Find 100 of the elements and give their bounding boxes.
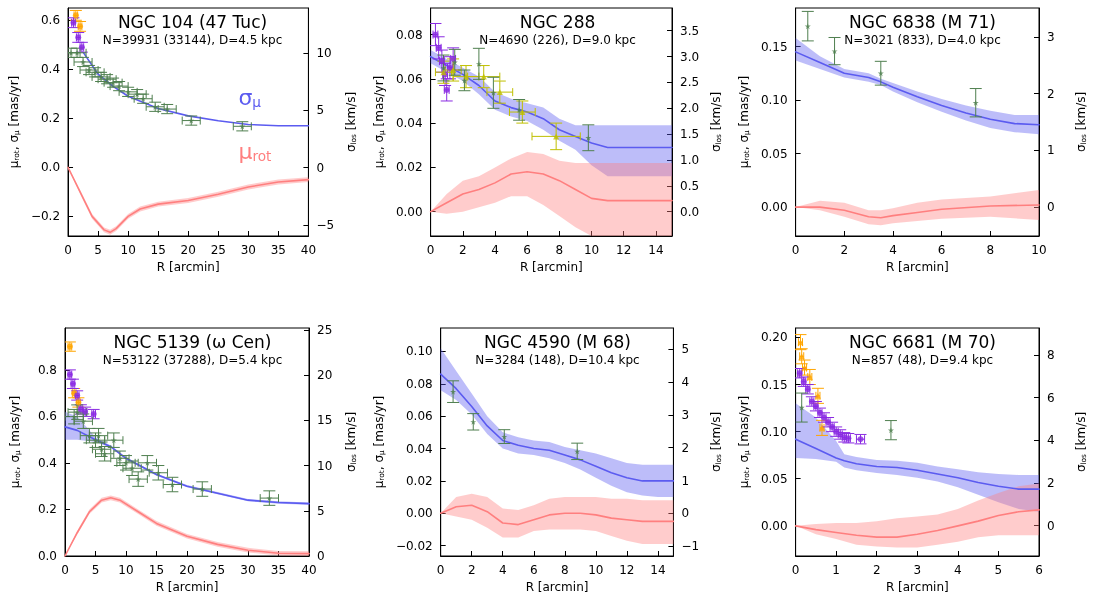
point: [831, 48, 838, 55]
y-tick-label: 0.00: [760, 518, 788, 533]
y-tick-label: 0.06: [405, 409, 433, 424]
x-tick-label: 6: [937, 243, 946, 257]
y2-tick-label: 2.0: [680, 101, 700, 116]
x-axis-title: R [arcmin]: [885, 259, 949, 274]
text: N=39931 (33144), D=4.5 kpc: [102, 33, 283, 47]
x-tick-label: 8: [555, 243, 564, 257]
y2-tick-label: 1: [1047, 143, 1055, 158]
y2-tick-label: 4: [1047, 433, 1055, 448]
x-tick-label: 10: [118, 563, 134, 577]
y2-tick-label: 3.0: [680, 49, 700, 64]
x-tick-label: 15: [148, 563, 165, 577]
x-tick-label: 0: [426, 243, 435, 257]
y-tick-label: −0.2: [30, 209, 61, 224]
x-tick-label: 15: [150, 243, 166, 257]
x-tick-label: 25: [209, 563, 226, 577]
y-tick-label: 0.02: [405, 473, 433, 488]
x-tick-label: 35: [270, 563, 287, 577]
y2-tick-label: −1: [681, 539, 700, 554]
x-tick-label: 35: [270, 243, 286, 257]
x-tick-label: 4: [491, 243, 499, 257]
y-tick-label: 0.04: [405, 441, 433, 456]
y2-tick-label: 3.5: [680, 23, 700, 38]
x-tick-label: 10: [588, 563, 604, 577]
y2-tick-label: 8: [1047, 348, 1055, 363]
text: N=3021 (833), D=4.0 kpc: [844, 33, 1001, 47]
y2-tick-label: 25: [317, 322, 333, 337]
x-axis-title: R [arcmin]: [885, 579, 949, 594]
y-tick-label: 0.05: [760, 471, 788, 486]
y2-tick-label: 1.0: [680, 153, 700, 167]
y-tick-label: 0.8: [37, 362, 57, 377]
y2-tick-label: 15: [317, 413, 333, 428]
y-tick-label: 0.00: [760, 200, 788, 215]
y-tick-label: 0.6: [40, 13, 61, 28]
x-tick-label: 0: [436, 563, 445, 577]
x-tick-label: 2: [840, 243, 849, 257]
y-tick-label: 0.4: [40, 62, 61, 77]
point: [155, 469, 162, 476]
x-tick-label: 20: [179, 563, 195, 577]
point: [475, 60, 482, 67]
x-tick-label: 3: [913, 563, 922, 577]
y-tick-label: 0.08: [395, 27, 423, 42]
y2-tick-label: 2.5: [680, 75, 700, 90]
y-tick-label: 0.0: [37, 549, 57, 563]
y-tick-label: 0.15: [760, 377, 788, 392]
y-tick-label: 0.04: [395, 116, 423, 131]
y2-tick-label: 10: [316, 45, 332, 60]
y2-tick-label: 0: [316, 160, 325, 175]
x-tick-label: 5: [91, 563, 100, 577]
x-tick-label: 2: [467, 563, 476, 577]
series-label: μrot: [238, 139, 273, 165]
text: N=53122 (37288), D=5.4 kpc: [102, 353, 283, 367]
x-tick-label: 5: [94, 243, 102, 257]
y-tick-label: 0.10: [760, 424, 788, 439]
y-tick-label: 0.2: [40, 111, 61, 126]
x-tick-label: 10: [583, 243, 600, 257]
x-tick-label: 4: [889, 243, 897, 257]
x-tick-label: 0: [791, 563, 800, 577]
point: [501, 433, 508, 440]
point: [470, 418, 477, 425]
y2-tick-label: 0: [317, 549, 325, 563]
y-tick-label: 0.0: [40, 160, 61, 175]
point: [266, 495, 273, 502]
y2-tick-label: 1.5: [680, 127, 700, 142]
point: [135, 476, 142, 483]
x-tick-label: 4: [498, 563, 507, 577]
x-tick-label: 6: [523, 243, 531, 257]
y-tick-label: 0.00: [405, 506, 433, 521]
line-series: [439, 504, 675, 526]
x-tick-label: 30: [240, 563, 256, 577]
x-tick-label: 12: [619, 563, 635, 577]
x-axis-title: R [arcmin]: [155, 579, 219, 594]
y2-tick-label: 1: [681, 473, 690, 488]
y-tick-label: 0.2: [37, 502, 57, 517]
y2-tick-label: 0: [1047, 200, 1055, 215]
point: [123, 459, 129, 466]
x-tick-label: 2: [872, 563, 881, 577]
y-tick-label: 0.6: [37, 409, 57, 424]
y-tick-label: 0.10: [760, 93, 788, 108]
y2-tick-label: 0: [1047, 518, 1055, 533]
chart-title: NGC 6681 (M 70): [849, 331, 996, 352]
point: [804, 23, 811, 30]
point: [490, 89, 497, 96]
point: [496, 89, 503, 96]
y2-tick-label: −5: [316, 218, 335, 233]
y-tick-label: 0.02: [395, 160, 423, 175]
y2-tick-label: 6: [1047, 390, 1055, 405]
text: N=3284 (148), D=10.4 kpc: [475, 353, 640, 367]
point: [169, 481, 176, 488]
x-tick-label: 1: [832, 563, 840, 577]
x-tick-label: 0: [791, 243, 800, 257]
point: [71, 413, 78, 420]
point: [110, 437, 117, 444]
x-tick-label: 25: [210, 243, 226, 257]
y2-tick-label: 5: [681, 342, 690, 357]
y2-tick-label: 5: [317, 503, 325, 518]
x-tick-label: 2: [458, 243, 467, 257]
x-tick-label: 20: [180, 243, 196, 257]
y2-tick-label: 3: [1047, 29, 1055, 44]
